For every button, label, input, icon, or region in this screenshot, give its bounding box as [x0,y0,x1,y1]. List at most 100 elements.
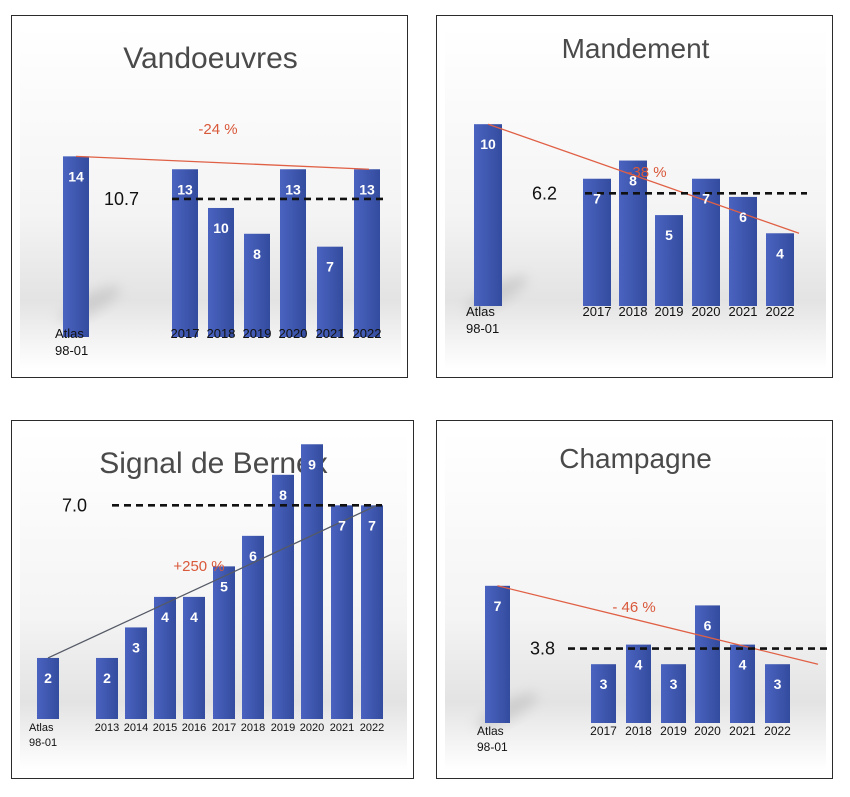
data-label: 2 [103,670,111,686]
bar [125,627,147,719]
data-label: 7 [326,259,334,275]
x-tick-label: 2019 [655,304,684,319]
data-label: 5 [665,227,673,243]
bar [474,124,502,306]
data-label: 4 [776,245,784,261]
data-label: 3 [670,676,678,692]
x-tick-label: 2019 [243,326,272,341]
data-label: 2 [44,670,52,686]
bar [354,169,380,337]
change-label: -24 % [198,121,237,138]
bar-chart-svg: Mandement 6.2 -38 % 10 7 8 5 7 6 4 Atlas 98-01 2017 2… [445,26,826,369]
average-label: 6.2 [532,183,557,203]
chart-title: Champagne [559,443,712,474]
x-tick-label: 2017 [590,724,617,738]
data-label: 10 [213,220,229,236]
data-label: 7 [702,191,710,207]
trend-line [47,504,378,659]
x-tick-label: 2021 [316,326,345,341]
x-tick-label: 2020 [694,724,721,738]
bar [172,169,198,337]
bar [692,178,720,306]
data-label: 4 [161,609,169,625]
data-label: 4 [635,657,643,673]
data-label: 8 [253,246,261,262]
data-label: 5 [220,578,228,594]
x-tick-label: 2021 [729,304,758,319]
trend-line [487,123,800,234]
bar [280,169,306,337]
data-label: 13 [177,181,193,197]
average-label: 3.8 [530,639,555,659]
chart-title: Mandement [562,33,710,64]
bar [361,505,383,719]
data-label: 10 [480,136,496,152]
bar [63,156,89,337]
bar [695,605,720,723]
average-label: 7.0 [62,495,87,515]
x-tick-label: 2020 [279,326,308,341]
chart-panel-mandement: Mandement 6.2 -38 % 10 7 8 5 7 6 4 Atlas 98-01 2017 2… [436,15,833,378]
x-tick-label: 2017 [212,722,236,734]
change-label: +250 % [173,558,224,575]
bar [301,444,323,719]
bar [37,657,59,719]
bar [183,596,205,719]
bar [317,246,343,337]
bar [242,535,264,719]
bar [208,207,234,337]
data-label: 4 [739,657,747,673]
bar [213,566,235,719]
x-tick-label: 2017 [583,304,612,319]
x-tick-label: 2019 [271,722,295,734]
x-tick-label: 2022 [360,722,384,734]
chart-title: Signal de Bernex [99,447,328,480]
x-tick-label: 2017 [171,326,200,341]
chart-panel-vandoeuvres: Vandoeuvres 10.7 -24 % 14 13 10 8 13 7 13 Atlas 98-… [11,15,408,378]
bar [154,596,176,719]
bar [96,657,118,719]
data-label: 3 [774,676,782,692]
average-label: 10.7 [104,189,139,209]
chart-panel-signal-de-bernex: Signal de Bernex 7.0 +250 % 2 2 3 4 4 5 6 8 9 7 7 Atla… [11,420,414,779]
x-tick-label: 2018 [207,326,236,341]
x-tick-label: 2018 [241,722,265,734]
chart-panel-champagne: Champagne 3.8 - 46 % 7 3 4 3 6 4 3 Atlas 98-01 2017 2… [436,420,833,779]
bar [619,160,647,306]
data-label: 13 [285,181,301,197]
data-label: 14 [68,168,84,184]
bar [730,644,755,723]
bar [729,196,757,306]
bar-chart-svg: Champagne 3.8 - 46 % 7 3 4 3 6 4 3 Atlas 98-01 2017 2… [445,431,832,770]
bar [655,215,683,306]
bar [765,664,790,723]
x-tick-label: 2018 [619,304,648,319]
x-tick-label: 2015 [153,722,177,734]
bar [661,664,686,723]
x-tick-label: 2022 [764,724,791,738]
data-label: 13 [359,181,375,197]
x-tick-label: 2014 [124,722,148,734]
change-label: -38 % [627,164,666,181]
bar [626,644,651,723]
data-label: 7 [494,598,502,614]
x-tick-label: 2016 [182,722,206,734]
x-tick-label: 2021 [330,722,354,734]
x-tick-label: Atlas 98-01 [477,724,508,754]
bar-chart-svg: Vandoeuvres 10.7 -24 % 14 13 10 8 13 7 13 Atlas 98-… [20,26,401,369]
x-tick-label: 2019 [660,724,687,738]
x-tick-label: 2022 [766,304,795,319]
bar [331,505,353,719]
data-label: 7 [338,517,346,533]
data-label: 3 [132,639,140,655]
bar-chart-svg: Signal de Bernex 7.0 +250 % 2 2 3 4 4 5 6 8 9 7 7 Atla… [20,431,407,770]
bar [583,178,611,306]
data-label: 6 [249,548,257,564]
data-label: 6 [704,617,712,633]
chart-title: Vandoeuvres [123,42,298,75]
data-label: 8 [279,487,287,503]
x-tick-label: 2013 [95,722,119,734]
change-label: - 46 % [612,599,655,616]
data-label: 4 [190,609,198,625]
bar [272,474,294,719]
